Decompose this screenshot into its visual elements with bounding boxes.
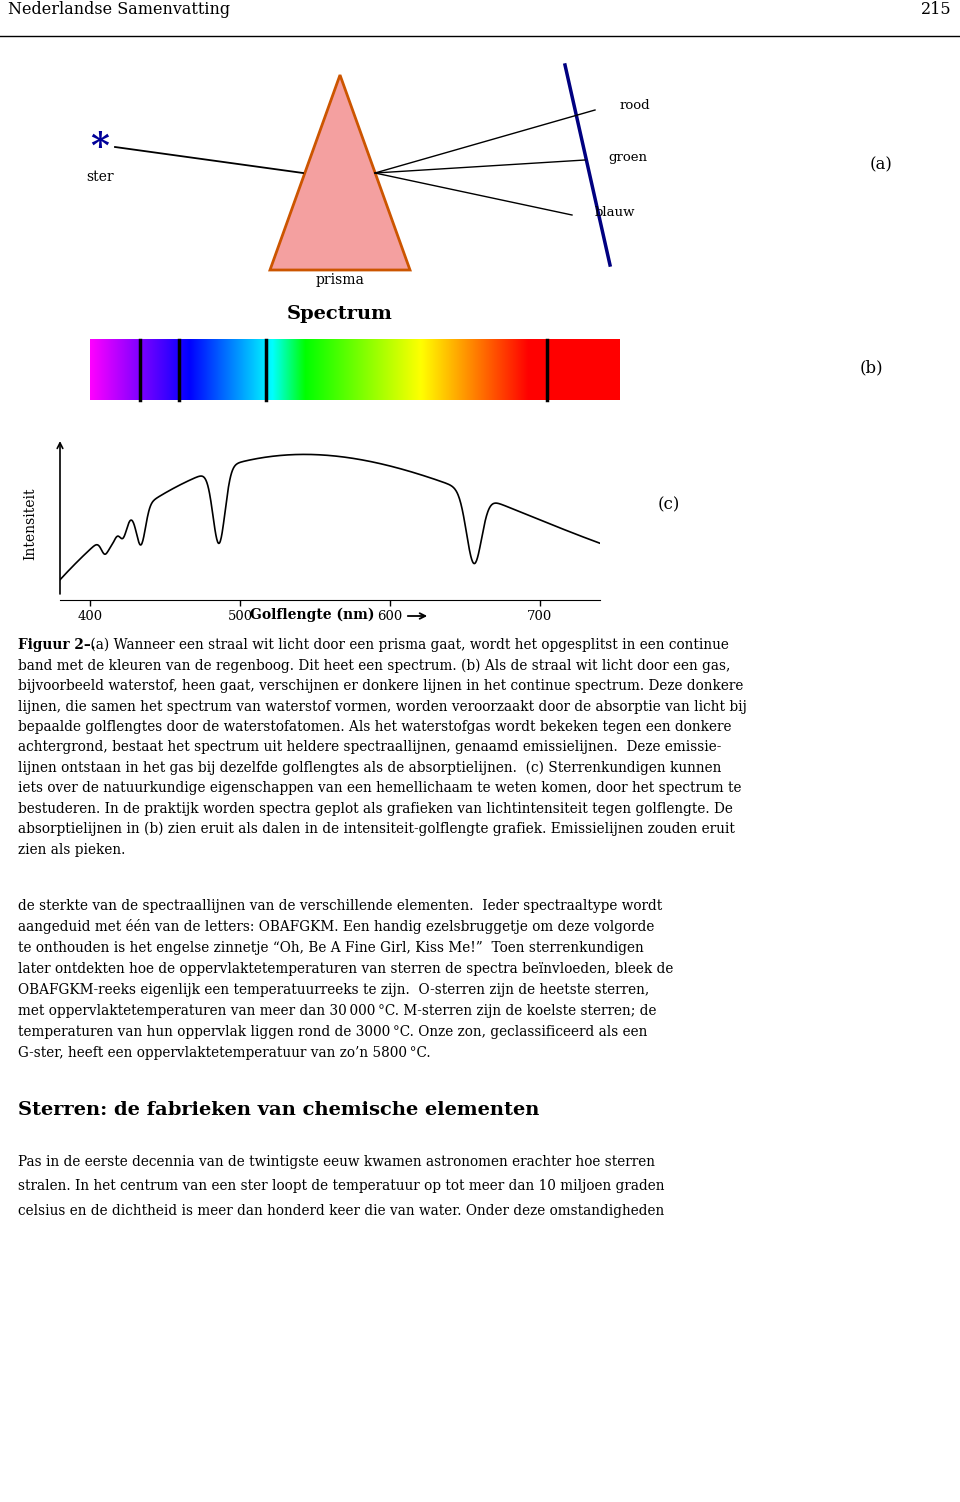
Text: G-ster, heeft een oppervlaktetemperatuur van zo’n 5800 °C.: G-ster, heeft een oppervlaktetemperatuur… <box>18 1045 431 1060</box>
Text: *: * <box>90 131 109 164</box>
Text: Sterren: de fabrieken van chemische elementen: Sterren: de fabrieken van chemische elem… <box>18 1101 540 1119</box>
Text: temperaturen van hun oppervlak liggen rond de 3000 °C. Onze zon, geclassificeerd: temperaturen van hun oppervlak liggen ro… <box>18 1024 647 1039</box>
Polygon shape <box>270 75 410 270</box>
Text: 215: 215 <box>922 2 952 18</box>
Text: band met de kleuren van de regenboog. Dit heet een spectrum. (b) Als de straal w: band met de kleuren van de regenboog. Di… <box>18 658 731 673</box>
Text: (c): (c) <box>658 497 681 514</box>
Text: lijnen, die samen het spectrum van waterstof vormen, worden veroorzaakt door de : lijnen, die samen het spectrum van water… <box>18 700 747 713</box>
Text: (a) Wanneer een straal wit licht door een prisma gaat, wordt het opgesplitst in : (a) Wanneer een straal wit licht door ee… <box>85 638 729 652</box>
Text: aangeduid met één van de letters: OBAFGKM. Een handig ezelsbruggetje om deze vol: aangeduid met één van de letters: OBAFGK… <box>18 919 655 934</box>
Text: Golflengte (nm): Golflengte (nm) <box>250 608 374 622</box>
Text: te onthouden is het engelse zinnetje “​Oh, Be A Fine Girl, Kiss Me!”  Toen sterr: te onthouden is het engelse zinnetje “​O… <box>18 940 644 955</box>
Text: lijnen ontstaan in het gas bij dezelfde golflengtes als de absorptielijnen.  (c): lijnen ontstaan in het gas bij dezelfde … <box>18 760 721 775</box>
Text: bepaalde golflengtes door de waterstofatomen. Als het waterstofgas wordt bekeken: bepaalde golflengtes door de waterstofat… <box>18 719 732 734</box>
Text: absorptielijnen in (b) zien eruit als dalen in de intensiteit-golflengte grafiek: absorptielijnen in (b) zien eruit als da… <box>18 822 734 837</box>
Text: groen: groen <box>608 150 647 164</box>
Text: celsius en de dichtheid is meer dan honderd keer die van water. Onder deze omsta: celsius en de dichtheid is meer dan hond… <box>18 1203 664 1218</box>
Text: (a): (a) <box>870 156 893 174</box>
Text: prisma: prisma <box>316 273 365 287</box>
Text: (b): (b) <box>860 359 883 377</box>
Text: de sterkte van de spectraallijnen van de verschillende elementen.  Ieder spectra: de sterkte van de spectraallijnen van de… <box>18 898 662 913</box>
Text: Figuur 2–.: Figuur 2–. <box>18 638 95 652</box>
Text: Spectrum: Spectrum <box>287 305 393 323</box>
Text: stralen. In het centrum van een ster loopt de temperatuur op tot meer dan 10 mil: stralen. In het centrum van een ster loo… <box>18 1179 664 1194</box>
Text: later ontdekten hoe de oppervlaktetemperaturen van sterren de spectra beïnvloede: later ontdekten hoe de oppervlaktetemper… <box>18 961 673 976</box>
Text: met oppervlaktetemperaturen van meer dan 30 000 °C. M-sterren zijn de koelste st: met oppervlaktetemperaturen van meer dan… <box>18 1003 657 1018</box>
Text: blauw: blauw <box>595 206 636 219</box>
Text: Pas in de eerste decennia van de twintigste eeuw kwamen astronomen erachter hoe : Pas in de eerste decennia van de twintig… <box>18 1155 655 1169</box>
Text: Intensiteit: Intensiteit <box>23 488 37 560</box>
Text: zien als pieken.: zien als pieken. <box>18 843 126 856</box>
Text: Nederlandse Samenvatting: Nederlandse Samenvatting <box>8 2 230 18</box>
Text: bijvoorbeeld waterstof, heen gaat, verschijnen er donkere lijnen in het continue: bijvoorbeeld waterstof, heen gaat, versc… <box>18 679 743 692</box>
Text: OBAFGKM-reeks eigenlijk een temperatuurreeks te zijn.  O-sterren zijn de heetste: OBAFGKM-reeks eigenlijk een temperatuurr… <box>18 982 649 997</box>
Text: bestuderen. In de praktijk worden spectra geplot als grafieken van lichtintensit: bestuderen. In de praktijk worden spectr… <box>18 802 732 816</box>
Text: ster: ster <box>86 170 114 185</box>
Text: achtergrond, bestaat het spectrum uit heldere spectraallijnen, genaamd emissieli: achtergrond, bestaat het spectrum uit he… <box>18 740 721 754</box>
Text: iets over de natuurkundige eigenschappen van een hemellichaam te weten komen, do: iets over de natuurkundige eigenschappen… <box>18 781 741 795</box>
Text: rood: rood <box>620 99 651 111</box>
